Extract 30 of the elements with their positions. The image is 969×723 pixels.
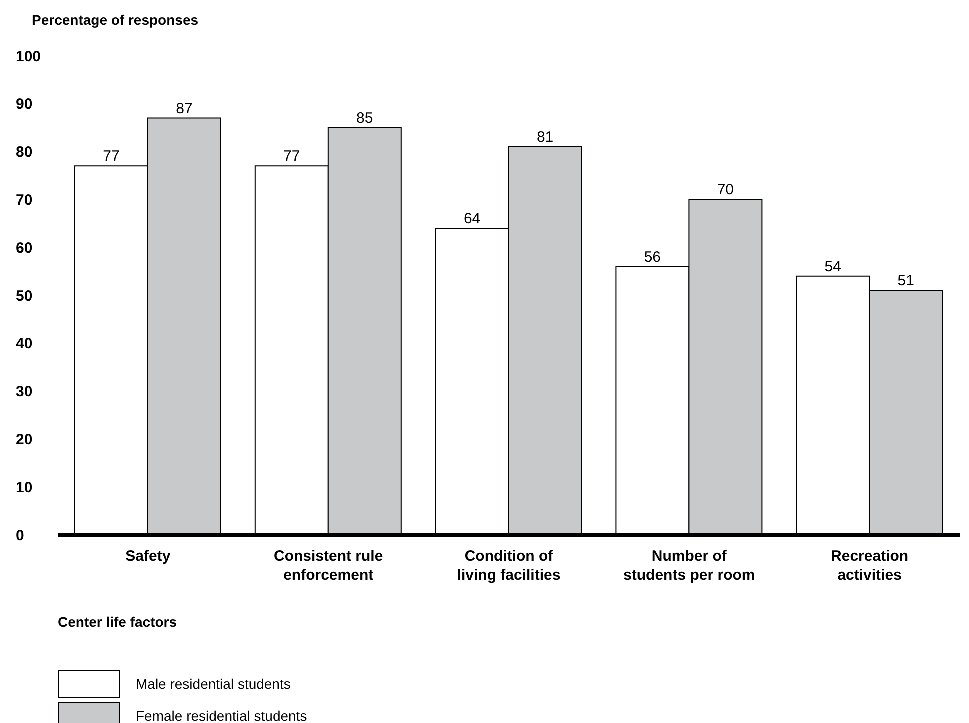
data-label: 77 [284,148,300,166]
data-label: 56 [644,248,662,266]
y-axis-title: Percentage of responses [32,12,199,28]
y-tick-label: 90 [16,96,33,114]
data-label: 87 [176,100,193,118]
y-tick-label: 60 [16,240,33,257]
y-tick-label: 0 [16,527,24,544]
y-tick-label: 40 [16,336,33,353]
legend-label: Male residential students [136,676,291,692]
y-tick-label: 20 [16,432,33,449]
y-tick-label: 100 [16,48,42,66]
data-label: 77 [103,148,120,166]
y-tick-label: 50 [16,288,33,305]
y-tick-label: 10 [16,479,33,496]
data-label: 64 [464,210,481,228]
x-tick-label: Consistent rule enforcement [274,548,384,584]
x-axis-title: Center life factors [58,614,178,630]
data-label: 54 [824,258,842,276]
y-tick-label: 30 [16,384,33,401]
data-label: 51 [898,272,914,290]
y-tick-label: 80 [16,144,33,162]
x-tick-label: Number of students per room [624,548,756,584]
data-label: 70 [717,182,734,199]
x-tick-label: Recreation activities [831,548,909,584]
data-label: 85 [356,110,374,127]
legend-label: Female residential students [136,708,308,723]
y-tick-label: 70 [16,192,33,210]
x-tick-label: Condition of living facilities [457,548,561,584]
data-label: 81 [536,129,554,146]
x-tick-label: Safety [126,548,172,565]
